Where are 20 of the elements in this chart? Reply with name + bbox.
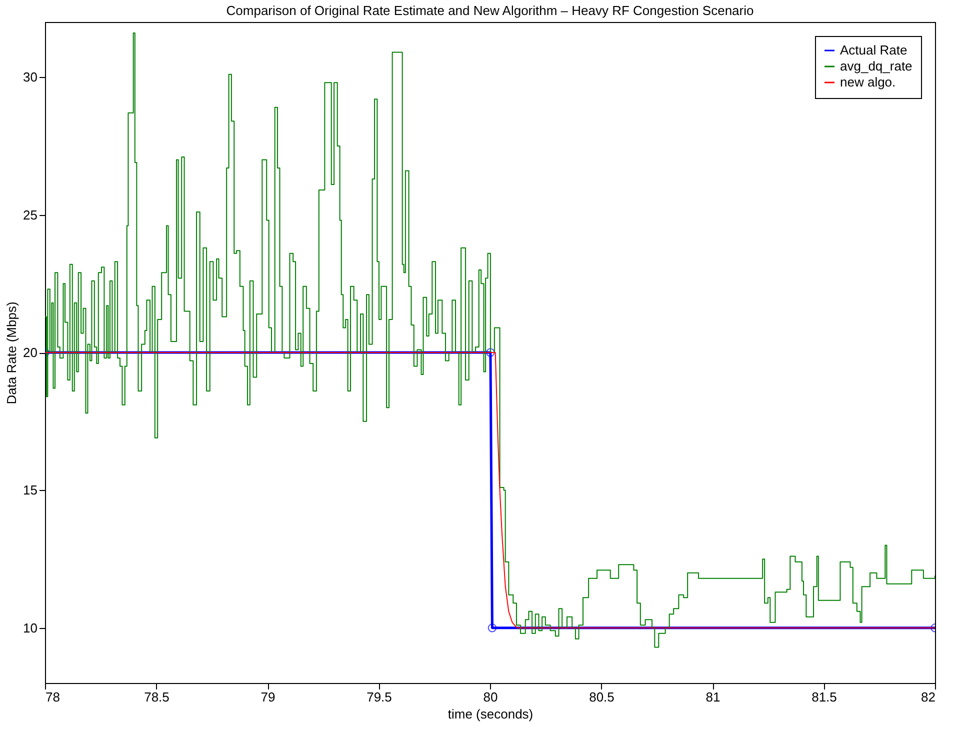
y-tick-label: 15 (23, 482, 38, 498)
x-tick-label: 81 (706, 690, 720, 704)
x-tick-label: 82 (921, 690, 936, 704)
x-tick-label: 81.5 (812, 690, 837, 704)
legend-label: avg_dq_rate (840, 58, 912, 74)
y-tick-label: 30 (23, 70, 38, 85)
x-tick-label: 79 (260, 690, 276, 704)
y-tick-label: 10 (23, 620, 38, 636)
x-tick-label: 78.5 (144, 690, 170, 704)
y-tick-label: 20 (23, 345, 38, 360)
x-tick-label: 80 (483, 690, 498, 704)
y-axis-title: Data Rate (Mbps) (4, 302, 20, 404)
chart-title: Comparison of Original Rate Estimate and New Algorithm – Heavy RF Congestion Scenario (226, 3, 754, 18)
x-tick-label: 78 (46, 690, 60, 704)
x-axis-title: time (seconds) (448, 706, 534, 722)
x-tick-label: 80.5 (589, 690, 614, 704)
legend-label: new algo. (840, 74, 896, 90)
legend-label: Actual Rate (840, 42, 908, 58)
x-tick-label: 79.5 (366, 690, 392, 704)
y-tick-label: 25 (23, 207, 38, 222)
